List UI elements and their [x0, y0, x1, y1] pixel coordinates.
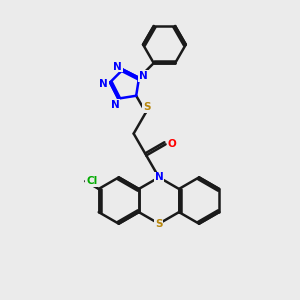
Text: S: S [155, 219, 163, 229]
Text: N: N [113, 61, 122, 72]
Text: S: S [143, 102, 151, 112]
Text: O: O [168, 139, 176, 149]
Text: N: N [139, 71, 148, 81]
Text: N: N [111, 100, 120, 110]
Text: N: N [99, 79, 108, 89]
Text: Cl: Cl [86, 176, 98, 186]
Text: N: N [154, 172, 163, 182]
